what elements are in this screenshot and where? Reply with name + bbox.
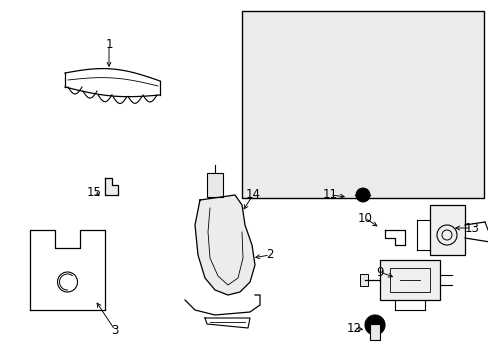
Text: 9: 9 (375, 266, 383, 279)
Bar (206, 173, 223, 197)
Text: 15: 15 (86, 185, 101, 198)
Circle shape (355, 188, 369, 202)
Polygon shape (195, 195, 254, 295)
Bar (369, 324, 379, 340)
Text: 14: 14 (245, 189, 260, 202)
Bar (389, 268, 429, 292)
Bar (359, 274, 367, 286)
Text: 12: 12 (346, 321, 361, 334)
Text: 3: 3 (111, 324, 119, 337)
Bar (242, 11, 483, 198)
Bar (379, 260, 439, 300)
Text: 11: 11 (322, 189, 337, 202)
Text: 10: 10 (357, 211, 372, 225)
Text: 1: 1 (105, 39, 113, 51)
Text: 13: 13 (464, 221, 478, 234)
Polygon shape (105, 178, 118, 195)
Circle shape (364, 315, 384, 335)
Text: 2: 2 (265, 248, 273, 261)
Bar (429, 205, 464, 255)
